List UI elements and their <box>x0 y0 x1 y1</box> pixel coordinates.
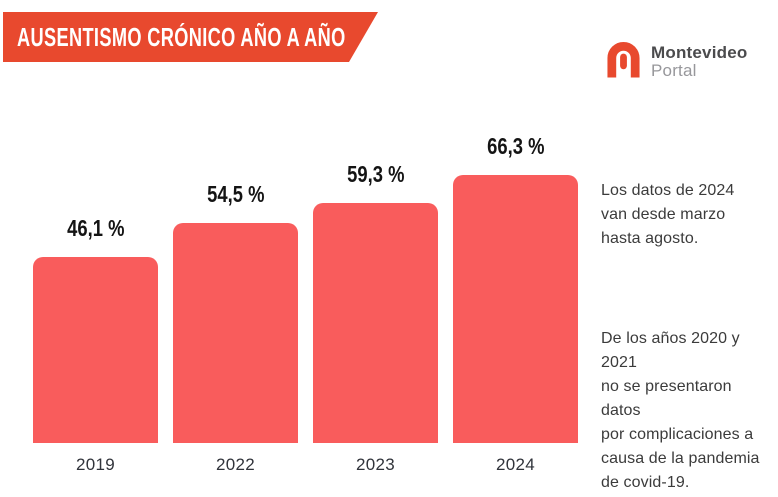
x-axis-label-2023: 2023 <box>355 455 396 474</box>
bar-column-2022: 54,5 % <box>173 0 298 443</box>
x-axis-label-2022: 2022 <box>215 455 256 474</box>
bar-value-label-2019: 46,1 % <box>66 215 125 241</box>
bar-column-2019: 46,1 % <box>33 0 158 443</box>
bar-value-label-2022: 54,5 % <box>206 181 265 207</box>
annotation-pandemic-missing-data: De los años 2020 y 2021 no se presentaro… <box>601 330 760 491</box>
bar-2022 <box>173 223 298 443</box>
bar-2024 <box>453 175 578 443</box>
montevideo-portal-arch-icon <box>606 40 641 83</box>
bar-2019 <box>33 257 158 443</box>
bar-value-label-2023: 59,3 % <box>346 161 405 187</box>
x-axis-label-2019: 2019 <box>75 455 116 474</box>
page-title: AUSENTISMO CRÓNICO AÑO A AÑO <box>17 21 346 52</box>
bar-chart: 46,1 % 54,5 % 59,3 % 66,3 % <box>33 0 578 443</box>
logo-wordmark: Montevideo Portal <box>651 42 748 80</box>
bar-column-2024: 66,3 % <box>453 0 578 443</box>
bar-column-2023: 59,3 % <box>313 0 438 443</box>
montevideo-portal-logo: Montevideo Portal <box>606 40 747 83</box>
x-axis-labels: 2019 2022 2023 2024 <box>33 455 578 477</box>
bar-2023 <box>313 203 438 443</box>
bar-value-label-2024: 66,3 % <box>486 133 545 159</box>
x-axis-label-2024: 2024 <box>495 455 536 474</box>
annotation-2024-data-range: Los datos de 2024 van desde marzo hasta … <box>601 182 735 247</box>
logo-text-montevideo: Montevideo <box>651 42 748 62</box>
header-banner: AUSENTISMO CRÓNICO AÑO A AÑO <box>3 12 378 62</box>
logo-text-portal: Portal <box>651 60 697 80</box>
